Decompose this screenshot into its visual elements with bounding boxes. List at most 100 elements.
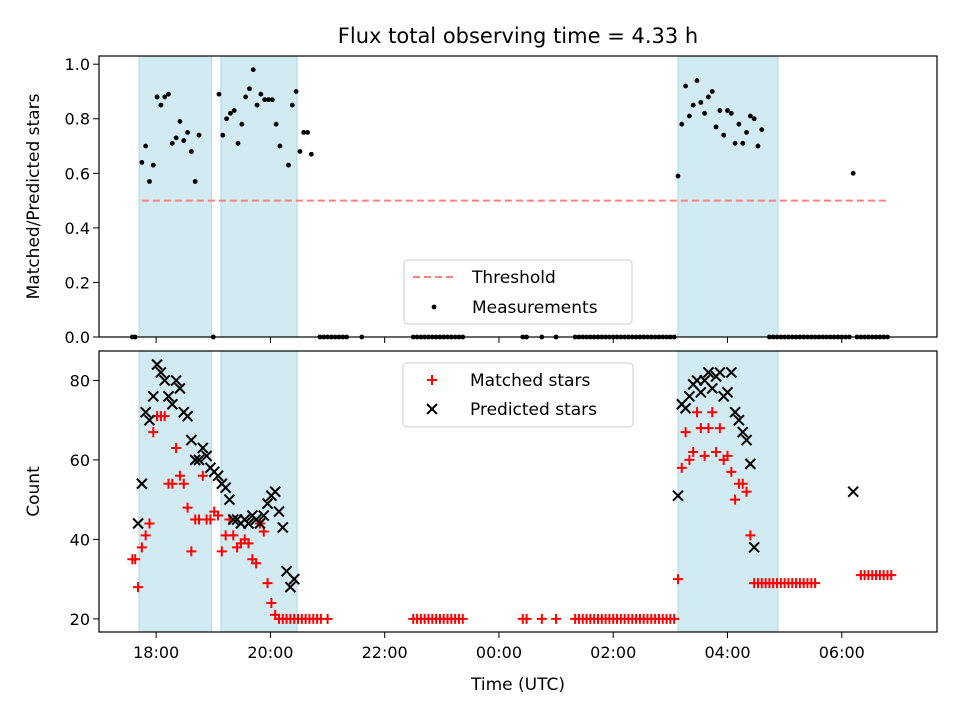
matched-point bbox=[684, 454, 695, 465]
matched-point bbox=[167, 478, 178, 489]
predicted-point bbox=[185, 434, 198, 446]
measurement-point bbox=[702, 110, 708, 116]
shaded-window-0 bbox=[138, 55, 212, 338]
matched-point bbox=[228, 530, 239, 541]
measurement-point bbox=[143, 143, 149, 149]
shaded-window-1 bbox=[220, 350, 298, 633]
measurement-point bbox=[755, 143, 761, 149]
matched-point bbox=[251, 558, 262, 569]
matched-point bbox=[551, 613, 562, 624]
measurement-point bbox=[188, 149, 194, 154]
matched-point bbox=[243, 538, 254, 549]
matched-point bbox=[726, 466, 737, 477]
x-tick-label: 06:00 bbox=[819, 643, 865, 662]
matched-point bbox=[703, 423, 714, 434]
predicted-point bbox=[139, 406, 152, 418]
predicted-point bbox=[273, 505, 285, 518]
measurement-point bbox=[139, 159, 145, 165]
matched-point bbox=[688, 446, 699, 457]
measurement-point bbox=[250, 67, 256, 73]
measurement-point bbox=[277, 143, 283, 149]
matched-point bbox=[186, 546, 197, 557]
matched-point bbox=[174, 470, 185, 481]
predicted-point bbox=[288, 573, 300, 585]
predicted-point bbox=[261, 497, 274, 510]
predicted-point bbox=[729, 406, 741, 418]
chart-title: Flux total observing time = 4.33 h bbox=[338, 24, 698, 48]
predicted-point bbox=[706, 382, 718, 395]
measurement-point bbox=[301, 129, 307, 135]
matched-point bbox=[262, 578, 273, 589]
predicted-point bbox=[170, 374, 182, 387]
matched-point bbox=[810, 578, 821, 589]
measurement-point bbox=[173, 135, 179, 141]
predicted-point bbox=[258, 509, 270, 522]
predicted-point bbox=[740, 434, 753, 446]
measurement-point bbox=[185, 129, 190, 135]
axes-frame bbox=[98, 350, 938, 633]
measurement-point bbox=[717, 108, 723, 113]
predicted-point bbox=[147, 390, 159, 403]
measurement-point bbox=[243, 94, 249, 100]
y-tick-label: 1.0 bbox=[65, 55, 90, 74]
y-tick-label: 0.4 bbox=[65, 219, 90, 238]
predicted-point bbox=[151, 358, 163, 371]
predicted-point bbox=[847, 485, 859, 498]
measurement-point bbox=[694, 78, 700, 83]
matched-point bbox=[680, 427, 691, 438]
measurement-point bbox=[286, 162, 291, 168]
measurement-point bbox=[247, 86, 252, 92]
y-tick-label: 40 bbox=[70, 530, 90, 549]
legend-predicted-label: Predicted stars bbox=[470, 400, 597, 420]
measurement-point bbox=[196, 132, 202, 138]
predicted-point bbox=[714, 366, 726, 379]
matched-point bbox=[140, 530, 151, 541]
measurement-point bbox=[177, 119, 183, 124]
measurement-point bbox=[736, 121, 742, 127]
measurement-point bbox=[675, 173, 681, 179]
matched-point bbox=[669, 613, 680, 624]
measurement-point bbox=[258, 91, 264, 97]
measurement-point bbox=[158, 102, 164, 108]
top-panel: 0.0 0.2 0.4 0.6 0.8 1.0 Matched/Predicted star… bbox=[24, 55, 938, 347]
predicted-point bbox=[223, 493, 236, 506]
predicted-point bbox=[189, 454, 201, 466]
measurement-point bbox=[239, 121, 245, 127]
x-tick-label: 22:00 bbox=[362, 643, 408, 662]
predicted-point bbox=[158, 374, 171, 387]
y-tick-label: 0.0 bbox=[65, 328, 90, 347]
matched-point bbox=[730, 494, 741, 505]
measurement-point bbox=[289, 102, 295, 108]
predicted-point bbox=[227, 513, 239, 526]
predicted-point bbox=[737, 426, 749, 438]
legend-threshold-label: Threshold bbox=[471, 268, 556, 288]
legend-predicted-swatch bbox=[426, 403, 438, 415]
measurement-point bbox=[308, 151, 314, 157]
predicted-point bbox=[242, 517, 255, 530]
predicted-point bbox=[695, 386, 707, 399]
predicted-point bbox=[672, 489, 684, 502]
matched-point bbox=[457, 613, 468, 624]
axes-frame bbox=[98, 55, 938, 338]
predicted-point bbox=[721, 386, 734, 399]
matched-point bbox=[699, 450, 710, 461]
legend-matched-label: Matched stars bbox=[470, 371, 590, 391]
predicted-point bbox=[166, 398, 179, 410]
predicted-point bbox=[733, 414, 745, 426]
measurement-point bbox=[725, 108, 730, 113]
measurement-point bbox=[273, 121, 279, 127]
matched-point bbox=[216, 546, 227, 557]
predicted-point bbox=[725, 366, 738, 379]
measurement-point bbox=[297, 149, 303, 154]
legend-box bbox=[402, 362, 634, 428]
y-axis-label: Count bbox=[24, 466, 44, 517]
measurement-point bbox=[231, 108, 237, 113]
matched-point bbox=[159, 411, 170, 422]
matched-point bbox=[133, 582, 144, 593]
y-axis-label: Matched/Predicted stars bbox=[24, 93, 44, 299]
matched-point bbox=[130, 554, 141, 565]
measurement-point bbox=[147, 179, 152, 184]
y-tick-label: 0.8 bbox=[65, 110, 90, 129]
predicted-point bbox=[284, 581, 297, 593]
predicted-point bbox=[277, 521, 289, 534]
